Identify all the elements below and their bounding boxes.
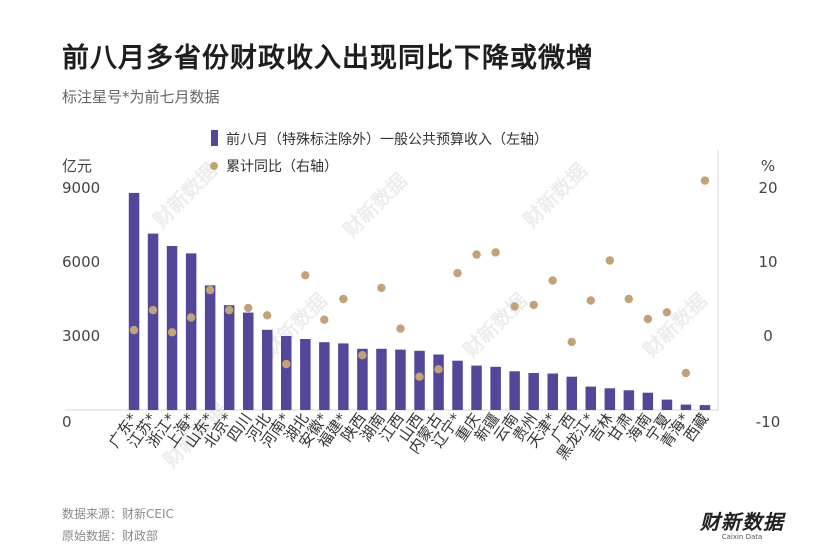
watermark-4: 财新数据 <box>458 288 532 362</box>
bar-海南 <box>642 392 654 410</box>
bar-青海* <box>680 404 692 410</box>
dot-广西 <box>567 337 576 347</box>
bar-天津* <box>547 373 558 410</box>
legend-bar-label: 前八月（特殊标注除外）一般公共预算收入（左轴） <box>226 131 548 148</box>
dot-江苏* <box>148 305 158 315</box>
dot-湖北 <box>301 271 310 280</box>
bar-新疆 <box>490 366 501 410</box>
dot-福建* <box>339 294 348 304</box>
bar-云南 <box>509 371 520 410</box>
dot-江西 <box>396 324 405 333</box>
dot-内蒙古 <box>434 365 443 374</box>
dot-新疆 <box>491 248 500 257</box>
bar-山东* <box>204 285 216 410</box>
legend-dot-label: 累计同比（右轴） <box>226 159 338 175</box>
bar-贵州 <box>528 373 539 410</box>
bar-湖北 <box>300 339 311 410</box>
bar-河北 <box>262 329 273 410</box>
dot-黑龙江* <box>586 296 595 305</box>
legend: 前八月（特殊标注除外）一般公共预算收入（左轴） 累计同比（右轴） <box>210 130 548 175</box>
bar-宁夏 <box>661 399 673 410</box>
dot-上海* <box>186 313 196 322</box>
watermark-5: 财新数据 <box>638 288 712 362</box>
caixin-data-logo: 财新数据 Caixin Data <box>700 506 784 541</box>
bar-福建* <box>338 343 349 410</box>
dot-山西 <box>415 372 424 381</box>
bar-陕西 <box>357 348 368 410</box>
watermark-2: 财新数据 <box>518 158 592 232</box>
data-source: 数据来源：财新CEIC <box>62 507 174 521</box>
bar-重庆 <box>471 365 482 410</box>
y-axis-right-ticks: -10 0 10 20 <box>756 179 781 431</box>
dot-青海* <box>681 368 691 378</box>
dot-天津* <box>548 276 557 285</box>
bar-西藏 <box>699 405 711 410</box>
dot-吉林 <box>605 256 614 265</box>
chart-subtitle: 标注星号*为前七月数据 <box>62 88 220 106</box>
y-right-tick-20: 20 <box>758 179 777 197</box>
bar-甘肃 <box>623 390 635 410</box>
dot-辽宁* <box>453 268 462 278</box>
chart-title: 前八月多省份财政收入出现同比下降或微增 <box>62 43 594 74</box>
watermark-1: 财新数据 <box>338 168 412 242</box>
dot-河北 <box>263 311 272 320</box>
y-axis-left-ticks: 0 3000 6000 9000 <box>62 179 100 431</box>
bar-辽宁* <box>452 360 463 410</box>
bar-内蒙古 <box>433 354 444 410</box>
bar-广西 <box>566 376 577 410</box>
watermark-0: 财新数据 <box>148 158 222 232</box>
bar-江西 <box>395 349 406 410</box>
dot-四川 <box>244 303 253 313</box>
dot-云南 <box>510 302 519 311</box>
bar-湖南 <box>376 348 387 410</box>
y-left-tick-0: 0 <box>62 413 72 431</box>
bar-黑龙江* <box>585 386 596 410</box>
bar-series <box>128 192 711 410</box>
legend-dot-swatch <box>210 162 218 170</box>
bar-浙江* <box>166 246 178 410</box>
x-axis-labels: 广东*江苏*浙江*上海*山东*北京*四川河北河南*湖北安徽*福建*陕西湖南江西山… <box>105 410 712 464</box>
dot-浙江* <box>167 328 177 337</box>
logo-main-text: 财新数据 <box>700 510 784 534</box>
scatter-series <box>129 176 710 381</box>
original-data-source: 原始数据：财政部 <box>62 529 159 543</box>
dot-陕西 <box>358 351 367 360</box>
legend-bar-swatch <box>211 130 218 146</box>
y-right-tick-0: 0 <box>763 327 773 345</box>
bar-江苏* <box>147 233 159 410</box>
bar-安徽* <box>319 342 330 410</box>
dot-湖南 <box>377 283 386 293</box>
dot-广东* <box>129 325 139 335</box>
y-axis-right-unit: % <box>761 157 775 175</box>
bar-河南* <box>281 336 292 410</box>
bar-吉林 <box>604 388 616 410</box>
y-right-tick--10: -10 <box>756 413 781 431</box>
dot-安徽* <box>320 315 329 324</box>
dot-宁夏 <box>662 308 672 317</box>
y-left-tick-6000: 6000 <box>62 253 100 271</box>
dot-海南 <box>643 314 653 324</box>
y-left-tick-3000: 3000 <box>62 327 100 345</box>
dot-贵州 <box>529 300 538 310</box>
bar-四川 <box>243 312 254 410</box>
dot-河南* <box>282 359 291 369</box>
y-axis-left-unit: 亿元 <box>62 157 92 175</box>
y-left-tick-9000: 9000 <box>62 179 100 197</box>
bar-广东* <box>128 192 140 410</box>
dot-重庆 <box>472 250 481 259</box>
dot-北京* <box>225 305 234 315</box>
dot-甘肃 <box>624 294 633 304</box>
dot-西藏 <box>700 176 710 185</box>
logo-sub-text: Caixin Data <box>721 533 763 541</box>
bar-北京* <box>223 305 235 410</box>
y-right-tick-10: 10 <box>758 253 777 271</box>
bar-上海* <box>185 253 197 410</box>
dot-山东* <box>205 285 215 295</box>
